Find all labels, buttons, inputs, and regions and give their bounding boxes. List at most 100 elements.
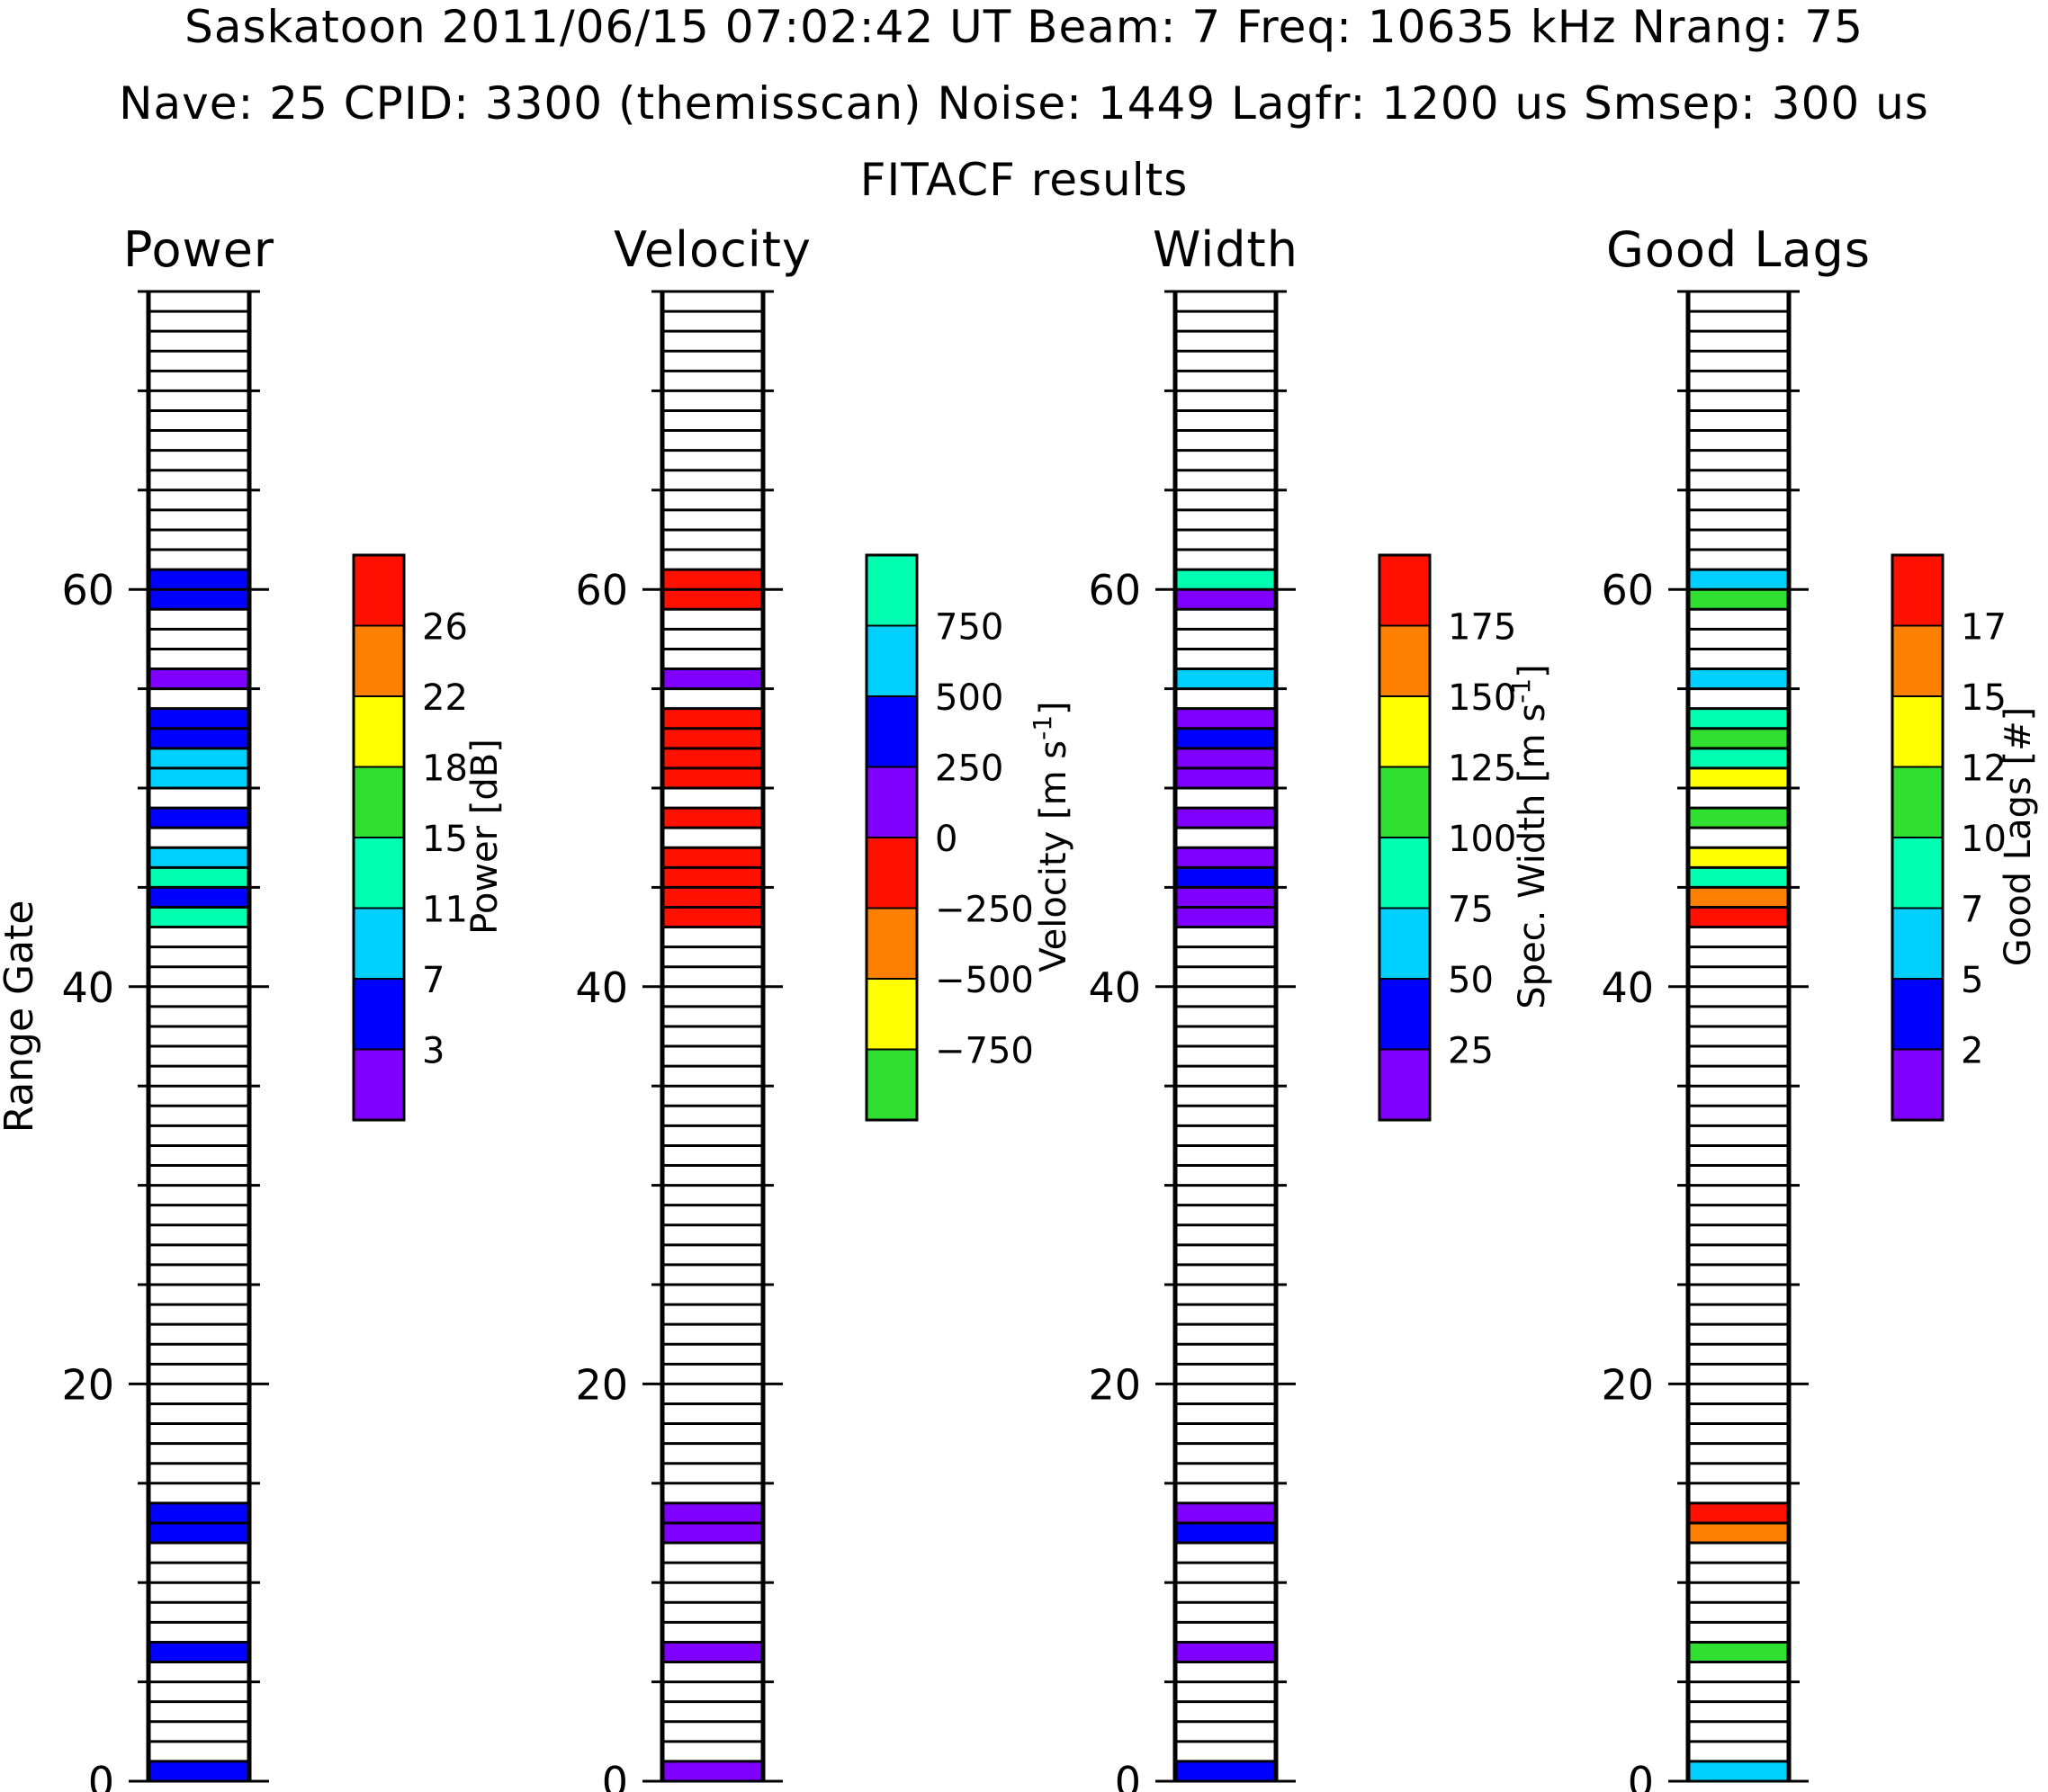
- y-tick-label: 0: [1115, 1758, 1141, 1792]
- gate-cell: [1688, 708, 1789, 729]
- colorbar-swatch: [1891, 624, 1944, 697]
- gate-cell: [1688, 1642, 1789, 1662]
- gate-cell: [1688, 728, 1789, 748]
- y-tick-label: 60: [1088, 566, 1141, 614]
- colorbar-swatch: [1891, 978, 1944, 1051]
- panel-title: Width: [1153, 221, 1298, 278]
- gate-cell: [1688, 1761, 1789, 1781]
- colorbar-tick-label: 25: [1448, 1031, 1494, 1072]
- gate-cell: [1175, 847, 1276, 868]
- colorbar-swatch: [353, 1048, 405, 1121]
- colorbar-swatch: [866, 907, 918, 980]
- gate-cell: [662, 569, 763, 590]
- colorbar-swatch: [1379, 837, 1431, 909]
- gate-cell: [1175, 767, 1276, 788]
- colorbar-border: [865, 553, 919, 1122]
- gate-cell: [662, 907, 763, 927]
- panel-title: Good Lags: [1606, 221, 1871, 278]
- gate-cell: [148, 708, 249, 729]
- colorbar-tick-label: 26: [422, 607, 468, 649]
- colorbar-swatch: [353, 554, 405, 627]
- colorbar-tick-label: 175: [1448, 607, 1516, 649]
- gate-cell: [1688, 1502, 1789, 1523]
- colorbar-border: [1378, 553, 1432, 1122]
- colorbar-swatch: [866, 766, 918, 838]
- colorbar-swatch: [1379, 695, 1431, 768]
- gate-cell: [662, 1522, 763, 1544]
- colorbar-swatch: [866, 695, 918, 768]
- y-tick-label: 20: [61, 1360, 114, 1409]
- colorbar-tick-label: 5: [1961, 960, 1983, 1001]
- y-tick-label: 40: [1601, 963, 1654, 1012]
- gate-cell: [1175, 887, 1276, 908]
- y-tick-label: 60: [575, 566, 628, 614]
- colorbar-tick-label: 2: [1961, 1031, 1983, 1072]
- gate-cell: [662, 708, 763, 729]
- gate-cell: [148, 887, 249, 908]
- colorbar-tick-label: 18: [422, 748, 468, 790]
- colorbar-swatch: [866, 1048, 918, 1121]
- y-tick-label: 20: [575, 1360, 628, 1409]
- colorbar-tick-label: 750: [935, 607, 1003, 649]
- colorbar-swatch: [353, 837, 405, 909]
- y-tick-label: 20: [1088, 1360, 1141, 1409]
- gate-cell: [662, 767, 763, 788]
- colorbar-tick-label: 22: [422, 677, 468, 719]
- gate-cell: [1688, 887, 1789, 908]
- colorbar-swatch: [866, 978, 918, 1051]
- gate-cell: [662, 589, 763, 610]
- gate-cell: [148, 589, 249, 610]
- gate-cell: [1175, 867, 1276, 888]
- gate-cell: [1175, 1502, 1276, 1523]
- gate-cell: [1688, 668, 1789, 689]
- y-tick-label: 60: [1601, 566, 1654, 614]
- gate-cell: [1175, 589, 1276, 610]
- colorbar-tick-label: 125: [1448, 748, 1516, 790]
- colorbar-swatch: [1891, 837, 1944, 909]
- gate-cell: [1688, 748, 1789, 768]
- colorbar-tick-label: 15: [422, 819, 468, 860]
- colorbar-label: Velocity [m s-1]: [1028, 701, 1075, 972]
- colorbar-tick-label: 7: [422, 960, 445, 1001]
- gate-cell: [148, 728, 249, 748]
- colorbar-tick-label: 15: [1961, 677, 2007, 719]
- colorbar-swatch: [1891, 766, 1944, 838]
- colorbar-swatch: [1891, 554, 1944, 627]
- colorbar-swatch: [866, 554, 918, 627]
- gate-cell: [1175, 708, 1276, 729]
- colorbar-label: Spec. Width [m s-1]: [1506, 664, 1554, 1008]
- colorbar-tick-label: 0: [935, 819, 957, 860]
- gate-cell: [662, 748, 763, 768]
- gate-cell: [1175, 907, 1276, 927]
- colorbar-tick-label: −500: [935, 960, 1034, 1001]
- gate-cell: [1688, 867, 1789, 888]
- gate-cell: [662, 887, 763, 908]
- gate-cell: [662, 808, 763, 829]
- gate-cell: [148, 767, 249, 788]
- colorbar-swatch: [1379, 624, 1431, 697]
- colorbar-tick-label: 100: [1448, 819, 1516, 860]
- colorbar-swatch: [1379, 554, 1431, 627]
- y-tick-label: 60: [61, 566, 114, 614]
- colorbar-swatch: [1891, 1048, 1944, 1121]
- colorbar-label: Power [dB]: [464, 739, 506, 935]
- colorbar-tick-label: 500: [935, 677, 1003, 719]
- colorbar-tick-label: 17: [1961, 607, 2007, 649]
- gate-cell: [662, 847, 763, 868]
- gate-cell: [1175, 569, 1276, 590]
- y-tick-label: 40: [575, 963, 628, 1012]
- y-tick-label: 0: [602, 1758, 628, 1792]
- gate-cell: [1688, 589, 1789, 610]
- gate-cell: [148, 907, 249, 927]
- gate-cell: [148, 1522, 249, 1544]
- colorbar-swatch: [1891, 695, 1944, 768]
- gate-cell: [1688, 1522, 1789, 1544]
- colorbar-border: [1891, 553, 1945, 1122]
- gate-cell: [1175, 668, 1276, 689]
- colorbar-swatch: [353, 624, 405, 697]
- gate-cell: [148, 569, 249, 590]
- colorbar-swatch: [1379, 766, 1431, 838]
- colorbar-tick-label: 7: [1961, 890, 1983, 931]
- gate-cell: [1688, 847, 1789, 868]
